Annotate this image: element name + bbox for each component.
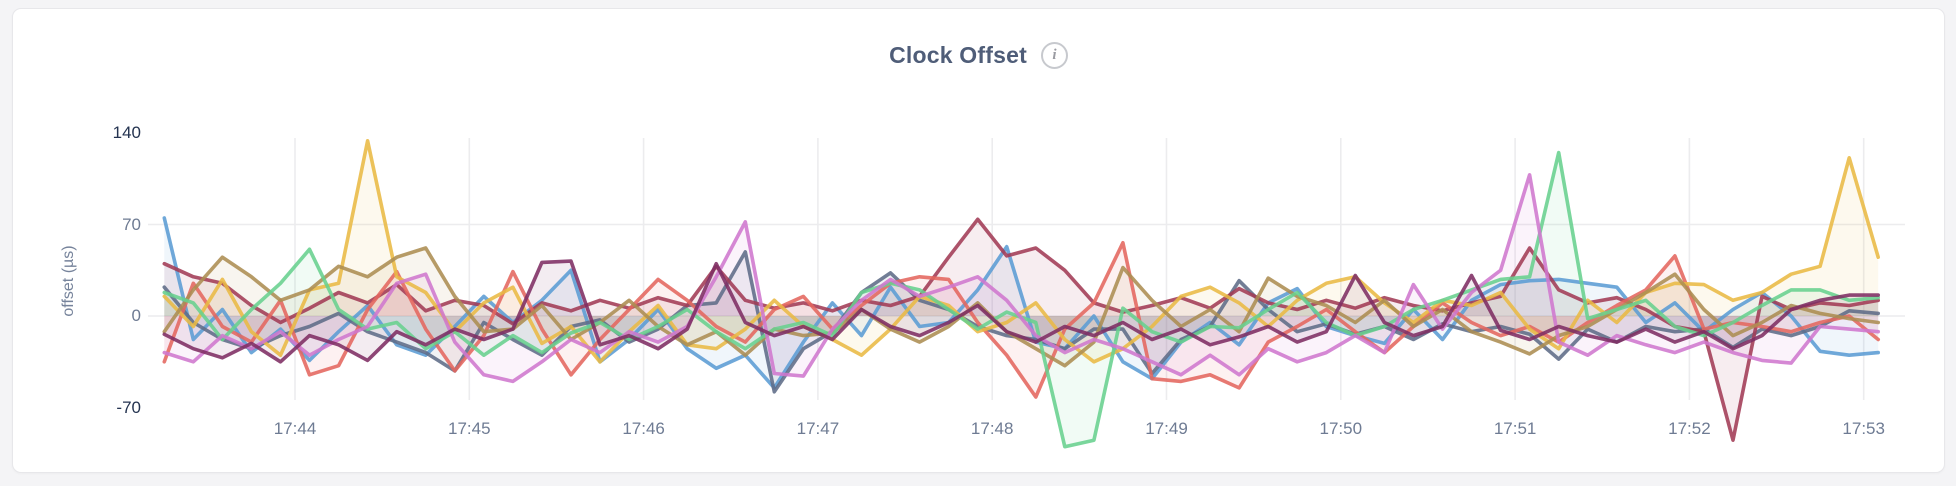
y-tick-label: 70: [122, 214, 141, 234]
x-tick-label: 17:46: [622, 419, 665, 438]
area-series-7: [164, 152, 1879, 447]
line-series-6: [162, 246, 1880, 368]
x-tick-label: 17:45: [448, 419, 491, 438]
x-tick-label: 17:44: [273, 419, 317, 438]
x-tick-label: 17:53: [1842, 419, 1885, 438]
x-tick-label: 17:50: [1319, 419, 1363, 438]
y-tick-label: -70: [116, 397, 141, 417]
y-tick-label: 0: [131, 306, 141, 325]
clock-offset-card: Clock Offset i offset (µs): [12, 8, 1945, 473]
info-icon[interactable]: i: [1040, 42, 1068, 69]
chart-title: Clock Offset: [889, 42, 1027, 68]
x-tick-label: 17:51: [1493, 419, 1537, 438]
series-lines: [162, 139, 1880, 449]
line-series-4: [162, 241, 1880, 399]
area-series-1: [164, 218, 1879, 388]
x-tick-label: 17:48: [970, 419, 1014, 438]
x-tick-label: 17:49: [1145, 419, 1188, 438]
area-series-3: [164, 219, 1879, 441]
line-series-9: [162, 259, 1880, 364]
x-tick-label: 17:47: [796, 419, 840, 438]
line-series-5: [162, 139, 1880, 364]
card-header: Clock Offset i: [13, 42, 1944, 69]
area-series-8: [164, 174, 1879, 382]
y-tick-label: 140: [112, 123, 141, 142]
area-series-2: [164, 251, 1879, 392]
x-tick-label: 17:52: [1668, 419, 1711, 438]
